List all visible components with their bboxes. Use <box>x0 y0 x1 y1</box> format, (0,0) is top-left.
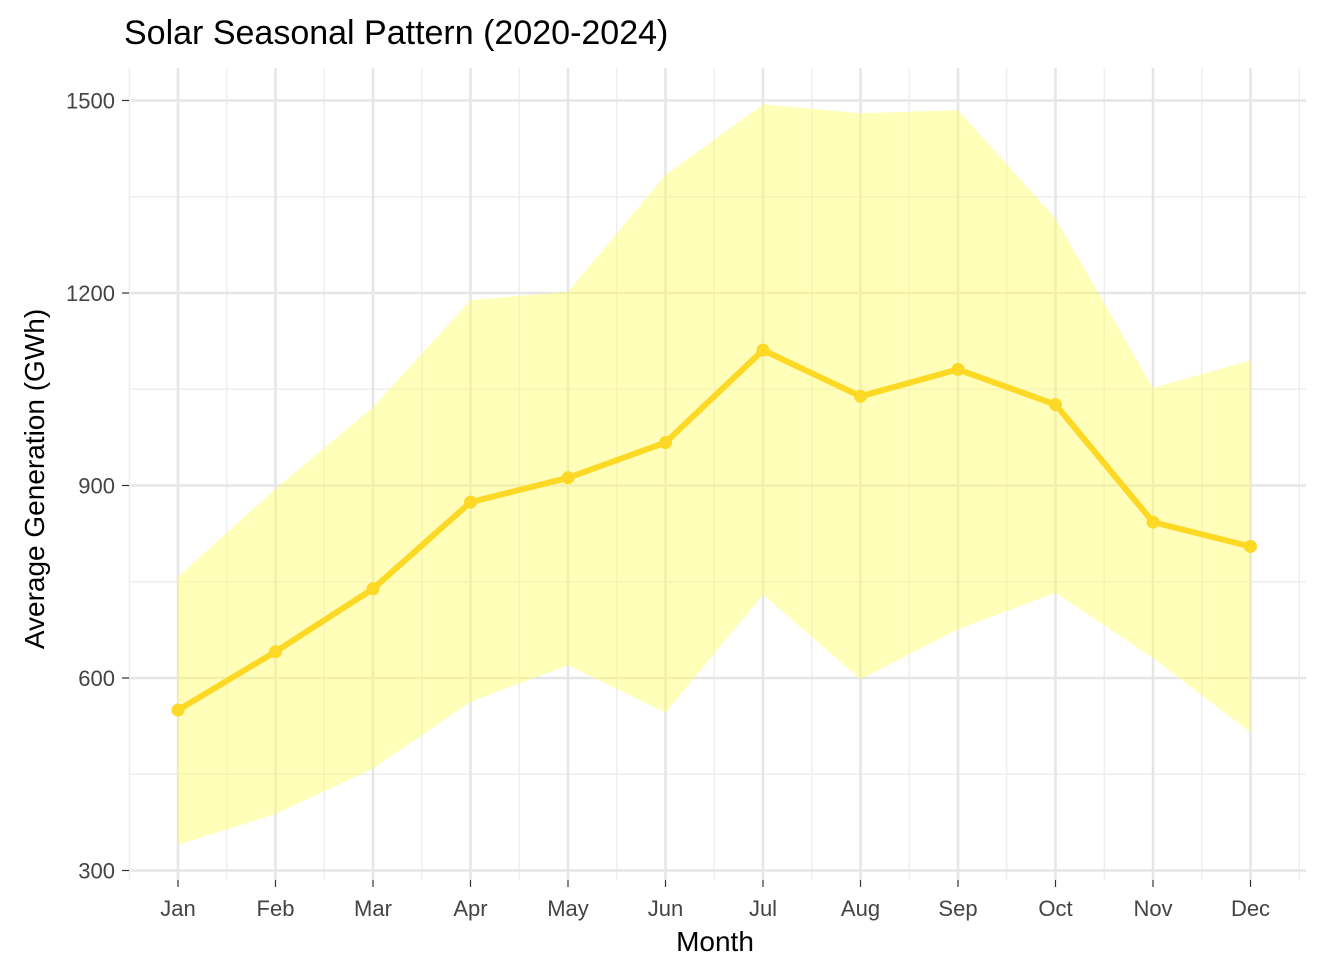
x-tick-label: Aug <box>841 896 880 921</box>
y-tick-label: 1500 <box>66 89 115 114</box>
major-gridlines-y <box>129 99 1306 872</box>
y-tick-label: 1200 <box>66 281 115 306</box>
range-band <box>178 104 1251 845</box>
x-tick-label: Oct <box>1038 896 1072 921</box>
major-gridlines-x <box>176 68 1252 880</box>
x-tick-label: Nov <box>1133 896 1172 921</box>
y-axis-title: Average Generation (GWh) <box>19 309 50 649</box>
series-line <box>175 347 1254 714</box>
x-tick-label: Feb <box>257 896 295 921</box>
data-point <box>1146 515 1160 529</box>
data-point <box>366 582 380 596</box>
data-point <box>464 495 477 509</box>
data-point <box>1049 398 1062 412</box>
y-tick-label: 600 <box>78 666 115 691</box>
y-axis-ticks: 300 600 900 1200 1500 <box>66 89 129 884</box>
x-axis-title: Month <box>676 926 754 957</box>
y-tick-label: 900 <box>78 474 115 499</box>
series-points <box>171 343 1257 717</box>
x-tick-label: Sep <box>938 896 977 921</box>
x-tick-label: Mar <box>354 896 392 921</box>
data-point <box>171 703 185 717</box>
x-tick-label: Apr <box>453 896 487 921</box>
data-point <box>561 471 575 485</box>
chart-title: Solar Seasonal Pattern (2020-2024) <box>124 14 668 52</box>
x-tick-label: Jan <box>160 896 195 921</box>
x-axis-ticks: Jan Feb Mar Apr May Jun Jul Aug Sep Oct Nov Dec <box>160 880 1270 921</box>
x-tick-label: Dec <box>1231 896 1270 921</box>
x-tick-label: Jun <box>648 896 683 921</box>
minor-gridlines-x <box>128 68 1300 880</box>
data-point <box>756 343 770 357</box>
x-tick-label: Jul <box>749 896 777 921</box>
data-point <box>659 436 672 450</box>
data-point <box>854 389 867 403</box>
y-tick-label: 300 <box>78 859 115 884</box>
data-point <box>951 362 965 376</box>
data-point <box>269 645 282 659</box>
x-tick-label: May <box>547 896 589 921</box>
data-point <box>1244 539 1257 553</box>
